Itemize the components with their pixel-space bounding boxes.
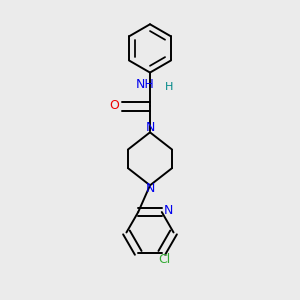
Text: O: O — [110, 99, 120, 112]
Text: N: N — [164, 204, 173, 217]
Text: Cl: Cl — [159, 253, 171, 266]
Text: N: N — [145, 182, 155, 195]
Text: NH: NH — [136, 78, 155, 92]
Text: H: H — [165, 82, 173, 92]
Text: N: N — [145, 122, 155, 134]
